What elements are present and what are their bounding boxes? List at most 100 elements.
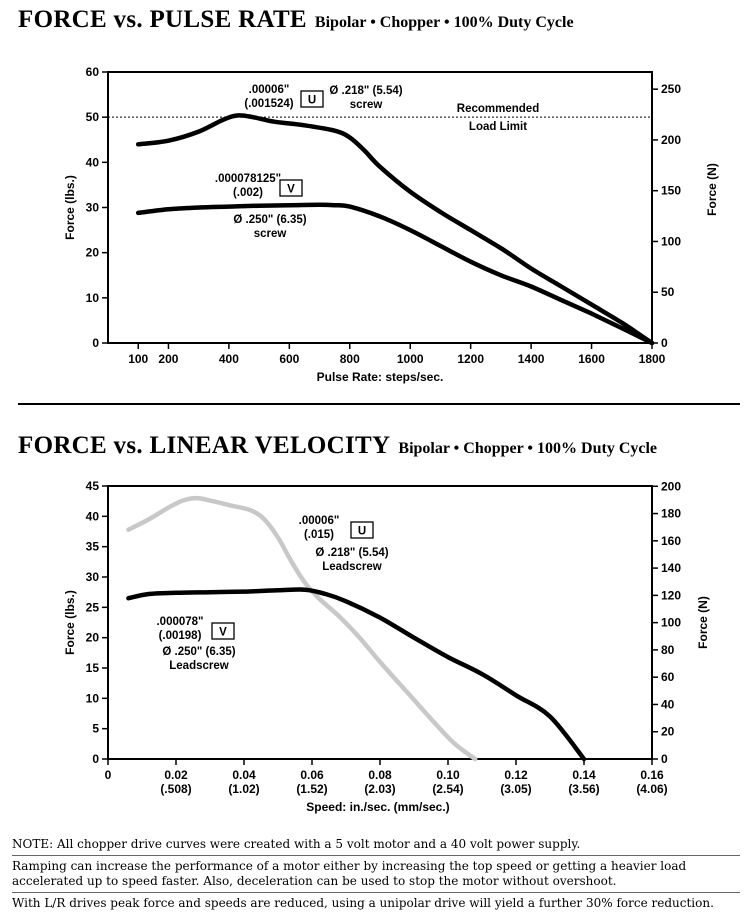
chart-1-x-tick-label: 800 [340,352,360,366]
chart-1-y-tick-label: 50 [86,110,100,124]
chart-1-x-axis-label: Pulse Rate: steps/sec. [317,370,444,384]
chart-1-x-tick-label: 100 [128,352,148,366]
section-divider [18,403,740,405]
chart-2-v-badge-box [211,622,235,640]
chart-1-y-tick-label: 30 [86,201,100,215]
chart-1-y-tick-label: 20 [86,246,100,260]
chart-2-x-tick-sublabel: (1.52) [296,782,327,796]
chart-2-y-tick-label: 40 [86,509,100,523]
chart-1-subtitle: Bipolar • Chopper • 100% Duty Cycle [314,14,574,31]
chart-1-y2-tick-label: 100 [661,234,681,248]
chart-2-x-tick-label: 0.02 [164,768,188,782]
chart-2-x-tick-label: 0 [105,768,112,782]
chart-2-x-axis-label: Speed: in./sec. (mm/sec.) [306,800,449,814]
note-chopper: NOTE: All chopper drive curves were crea… [12,836,740,856]
chart-2-x-tick-label: 0.10 [436,768,460,782]
chart-2-series-u-line [126,495,478,762]
chart-2-x-tick-sublabel: (3.56) [568,782,599,796]
chart-2-x-tick-sublabel: (.508) [160,782,191,796]
chart-2-x-tick-sublabel: (4.06) [636,782,667,796]
chart-1-v-pitch-inch: .000078125" [215,173,281,185]
chart-1-y2-tick-label: 0 [661,336,668,350]
chart-2-u-pitch-inch: .00006" [299,515,340,527]
chart-2-u-badge: U [358,526,366,538]
chart-1-y2-tick-label: 50 [661,285,675,299]
chart-1-y-tick-label: 60 [86,65,100,79]
chart-1-u-screw-label: screw [350,99,383,111]
chart-2-x-tick-sublabel: (2.03) [364,782,395,796]
chart-2-y2-tick-label: 80 [661,643,675,657]
chart-2-y-tick-label: 20 [86,631,100,645]
chart-2-y-axis-label: Force (lbs.) [63,590,77,655]
chart-2-u-screw-label: Leadscrew [322,561,382,573]
chart-2-x-tick-label: 0.14 [572,768,596,782]
chart-1-y-tick-label: 40 [86,155,100,169]
chart-2-series-v-line [126,587,587,762]
chart-1-x-tick-label: 1000 [397,352,424,366]
chart-2-x-tick-sublabel: (3.05) [500,782,531,796]
force-vs-linear-velocity-chart: 0 5 10 15 20 25 30 35 40 45 0 20 40 60 80 100 120 140 160 1… [63,479,710,814]
chart-2-v-pitch-mm: (.00198) [159,630,202,642]
chart-2-u-badge-box [350,521,374,539]
chart-1-x-tick-label: 1800 [639,352,666,366]
chart-2-y-tick-label: 5 [92,722,99,736]
chart-2-u-pitch-mm: (.015) [304,529,334,541]
chart-2-y2-tick-label: 20 [661,725,675,739]
chart-1-series-u-line [135,113,655,346]
chart-2-y2-tick-label: 140 [661,561,681,575]
chart-1-load-limit-label-2: Load Limit [469,121,527,133]
chart-2-x-tick-label: 0.12 [504,768,528,782]
chart-1-u-screw-size: Ø .218" (5.54) [329,85,402,97]
chart-1-x-tick-label: 1400 [518,352,545,366]
chart-2-y-tick-label: 10 [86,691,100,705]
chart-1-u-badge-box [300,90,324,108]
chart-2-x-tick-label: 0.06 [300,768,324,782]
chart-2-x-tick-label: 0.04 [232,768,256,782]
chart-2-y2-tick-label: 160 [661,534,681,548]
note-ramping: Ramping can increase the performance of … [12,858,740,893]
chart-2-y-tick-label: 15 [86,661,100,675]
chart-1-v-screw-size: Ø .250" (6.35) [233,214,306,226]
note-lr-drives: With L/R drives peak force and speeds ar… [12,896,714,910]
chart-1-series-v-line [135,202,655,346]
chart-2-x-tick-label: 0.08 [368,768,392,782]
chart-1-x-tick-label: 200 [158,352,178,366]
chart-2-v-badge: V [219,627,227,639]
chart-2-y2-axis-label: Force (N) [696,596,710,649]
chart-1-x-tick-label: 600 [279,352,299,366]
chart-2-y2-tick-label: 200 [661,479,681,493]
chart-2-y-tick-label: 0 [92,752,99,766]
chart-2-x-tick-sublabel: (2.54) [432,782,463,796]
chart-1-u-pitch-mm: (.001524) [244,98,293,110]
chart-1-v-badge-box [279,179,303,197]
chart-1-v-screw-label: screw [254,228,287,240]
chart-2-y-tick-label: 25 [86,600,100,614]
chart-1-x-tick-label: 1200 [457,352,484,366]
chart-2-y2-tick-label: 180 [661,507,681,521]
chart-2-y-tick-label: 45 [86,479,100,493]
chart-2-y2-tick-label: 120 [661,588,681,602]
chart-2-y2-tick-label: 60 [661,670,675,684]
chart-2-y-tick-label: 35 [86,540,100,554]
chart-1-v-badge: V [287,184,295,196]
chart-2-v-pitch-inch: .000078" [156,616,203,628]
chart-2-heading: FORCE vs. LINEAR VELOCITY Bipolar • Chop… [18,432,657,460]
chart-2-y2-tick-label: 40 [661,697,675,711]
chart-1-y-tick-label: 0 [92,336,99,350]
chart-1-y2-axis-label: Force (N) [705,163,719,216]
chart-1-v-pitch-mm: (.002) [233,187,263,199]
chart-1-x-tick-label: 1600 [578,352,605,366]
chart-1-y-axis-label: Force (lbs.) [63,175,77,240]
chart-2-v-screw-label: Leadscrew [169,660,229,672]
chart-2-x-tick-sublabel: (1.02) [228,782,259,796]
chart-1-y2-tick-label: 250 [661,82,681,96]
chart-2-y-tick-label: 30 [86,570,100,584]
chart-1-load-limit-label-1: Recommended [457,103,539,115]
chart-2-v-screw-size: Ø .250" (6.35) [162,646,235,658]
chart-1-title: FORCE vs. PULSE RATE [18,6,307,33]
chart-1-u-badge: U [308,95,316,107]
chart-1-y2-tick-label: 200 [661,133,681,147]
chart-2-subtitle: Bipolar • Chopper • 100% Duty Cycle [398,440,658,457]
chart-1-y2-tick-label: 150 [661,184,681,198]
